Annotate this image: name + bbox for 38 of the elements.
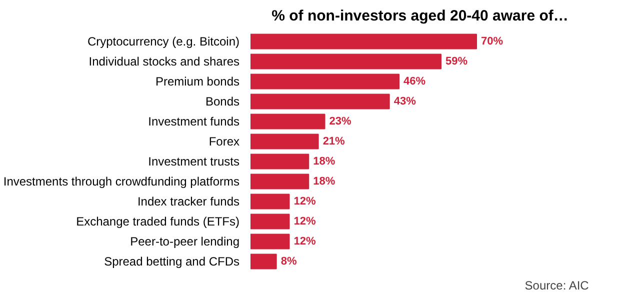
bar	[250, 194, 290, 210]
data-label: 23%	[329, 116, 352, 128]
y-tick-label: Spread betting and CFDs	[104, 254, 240, 268]
bar	[250, 54, 442, 70]
y-tick-label: Investment funds	[148, 114, 240, 128]
y-tick-label: Individual stocks and shares	[88, 54, 240, 68]
source-note: Source: AIC	[524, 278, 590, 292]
bar	[250, 174, 310, 190]
y-tick-label: Index tracker funds	[137, 194, 240, 208]
data-label: 59%	[446, 56, 468, 68]
data-label: 18%	[313, 176, 336, 188]
bar	[250, 234, 290, 250]
bar	[250, 114, 326, 130]
bar	[250, 134, 319, 150]
data-label: 12%	[294, 216, 316, 228]
data-label: 18%	[313, 156, 336, 168]
bar	[250, 74, 400, 90]
bar	[250, 154, 310, 170]
y-tick-label: Forex	[208, 134, 240, 148]
data-label: 21%	[322, 136, 346, 148]
y-tick-label: Cryptocurrency (e.g. Bitcoin)	[87, 34, 240, 48]
chart-title: % of non-investors aged 20-40 aware of…	[272, 8, 568, 24]
bar	[250, 34, 477, 50]
data-label: 43%	[394, 96, 416, 108]
y-tick-label: Bonds	[205, 94, 240, 108]
y-tick-label: Investment trusts	[148, 154, 240, 168]
data-label: 46%	[404, 76, 426, 88]
bar	[250, 214, 290, 230]
bar	[250, 94, 390, 110]
data-label: 12%	[294, 236, 316, 248]
data-label: 8%	[280, 256, 297, 268]
y-tick-label: Exchange traded funds (ETFs)	[76, 214, 240, 228]
data-label: 12%	[294, 196, 316, 208]
data-label: 70%	[481, 36, 504, 48]
y-tick-label: Premium bonds	[155, 74, 240, 88]
y-tick-label: Peer-to-peer lending	[130, 234, 240, 248]
y-tick-label: Investments through crowdfunding platforms	[3, 174, 240, 188]
bar	[250, 254, 277, 270]
